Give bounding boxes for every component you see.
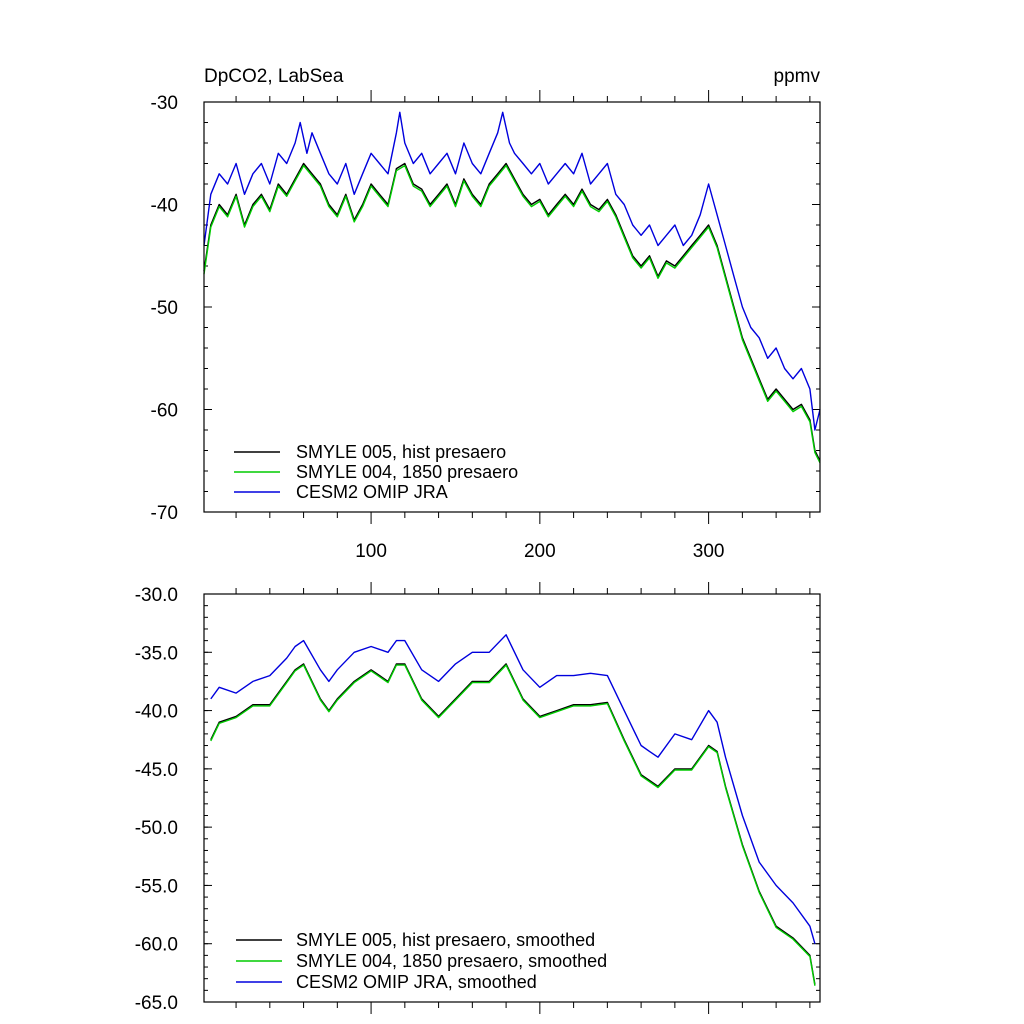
legend-label-smyle005: SMYLE 005, hist presaero bbox=[296, 442, 506, 462]
bottom-panel: -30.0 -35.0 -40.0 -45.0 -50.0 -55.0 -60.0 -65.0… bbox=[135, 582, 821, 1014]
series-line-smyle-004-1850-presaero bbox=[203, 164, 821, 464]
legend-label-smyle004-smoothed: SMYLE 004, 1850 presaero, smoothed bbox=[296, 951, 607, 971]
bottom-legend: SMYLE 005, hist presaero, smoothed SMYLE… bbox=[236, 930, 607, 992]
y-tick-label: -50 bbox=[151, 298, 178, 319]
chart-title-left: DpCO2, LabSea bbox=[204, 66, 344, 87]
series-line-cesm2-omip-jra-smoothed bbox=[210, 634, 816, 944]
legend-label-smyle004: SMYLE 004, 1850 presaero bbox=[296, 462, 518, 482]
y-tick-label: -65.0 bbox=[135, 993, 178, 1014]
top-legend: SMYLE 005, hist presaero SMYLE 004, 1850… bbox=[234, 442, 518, 502]
x-tick-label: 100 bbox=[355, 541, 387, 562]
y-tick-label: -60 bbox=[151, 401, 178, 422]
y-tick-label: -50.0 bbox=[135, 818, 178, 839]
top-plot-area: -30 -40 -50 -60 -70 100 200 300 bbox=[151, 90, 821, 562]
series-line-smyle-005-hist-presaero bbox=[203, 162, 821, 462]
top-plot-frame bbox=[203, 101, 821, 513]
bottom-plot-frame bbox=[203, 593, 821, 1003]
legend-label-smyle005-smoothed: SMYLE 005, hist presaero, smoothed bbox=[296, 930, 595, 950]
y-tick-label: -40 bbox=[151, 196, 178, 217]
chart-units-label: ppmv bbox=[774, 66, 821, 87]
top-panel: DpCO2, LabSea ppmv -30 -40 -50 -60 -70 100 200… bbox=[151, 66, 821, 562]
series-line-smyle-005-hist-presaero-smoothed bbox=[210, 663, 816, 985]
y-tick-label: -70 bbox=[151, 503, 178, 524]
series-line-smyle-004-1850-presaero-smoothed bbox=[210, 664, 816, 986]
legend-label-cesm2-smoothed: CESM2 OMIP JRA, smoothed bbox=[296, 972, 537, 992]
series-line-cesm2-omip-jra bbox=[203, 111, 821, 431]
y-tick-label: -30.0 bbox=[135, 585, 178, 606]
x-tick-label: 200 bbox=[524, 541, 556, 562]
y-tick-label: -35.0 bbox=[135, 643, 178, 664]
y-tick-label: -45.0 bbox=[135, 760, 178, 781]
legend-label-cesm2: CESM2 OMIP JRA bbox=[296, 482, 448, 502]
x-tick-label: 300 bbox=[693, 541, 725, 562]
bottom-plot-area: -30.0 -35.0 -40.0 -45.0 -50.0 -55.0 -60.0 -65.0 bbox=[135, 582, 820, 1014]
y-tick-label: -60.0 bbox=[135, 935, 178, 956]
y-tick-label: -40.0 bbox=[135, 702, 178, 723]
y-tick-label: -55.0 bbox=[135, 876, 178, 897]
y-tick-label: -30 bbox=[151, 93, 178, 114]
